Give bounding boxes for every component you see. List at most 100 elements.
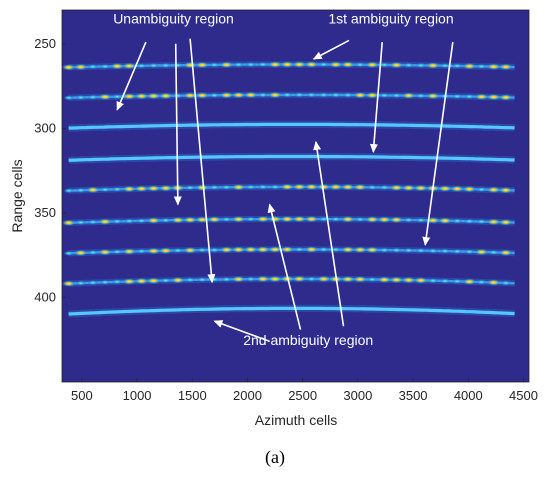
band-spot xyxy=(353,92,368,99)
band-spot xyxy=(280,61,295,68)
band-spot xyxy=(488,249,500,255)
band-spot xyxy=(451,248,463,254)
annotation-arrow xyxy=(213,320,270,343)
annotation-label: 2nd ambiguity region xyxy=(243,332,373,348)
band-spot xyxy=(366,184,378,190)
band-spot xyxy=(340,246,355,253)
band-spot xyxy=(160,62,172,68)
band-spot xyxy=(292,183,307,191)
band-spot xyxy=(172,62,184,68)
band-spot xyxy=(134,93,149,100)
band-spot xyxy=(486,93,501,101)
band-spot xyxy=(304,215,319,223)
band-spot xyxy=(183,61,198,69)
band-spot xyxy=(378,247,390,253)
y-tick-label: 400 xyxy=(34,289,56,304)
y-axis-ticks: 250 300 350 400 xyxy=(34,36,66,304)
band-spot xyxy=(340,276,355,283)
band-spot xyxy=(269,184,281,190)
band-spot xyxy=(184,185,196,191)
band-spot xyxy=(451,93,463,99)
plot-frame xyxy=(61,9,530,383)
figure-caption: (a) xyxy=(265,447,285,468)
band-spot xyxy=(353,276,368,283)
band-spot xyxy=(413,277,428,284)
band-spot xyxy=(122,278,137,285)
band-spot xyxy=(87,219,99,225)
band-spot xyxy=(391,92,402,99)
band-spot xyxy=(158,247,173,254)
band-spot xyxy=(451,278,463,284)
band-spot xyxy=(462,62,477,70)
band-spot xyxy=(474,248,489,256)
x-tick-label: 1000 xyxy=(123,388,152,403)
band-spot xyxy=(280,215,295,223)
band-spot xyxy=(245,62,257,68)
band-spot xyxy=(75,187,87,193)
band-spot xyxy=(257,184,269,190)
band-spot xyxy=(219,92,234,99)
band-spot xyxy=(415,248,427,254)
band-spot xyxy=(183,92,198,99)
band-spot xyxy=(172,247,184,254)
band-spot xyxy=(451,63,463,69)
band-spot xyxy=(122,185,137,193)
heatmap-bands xyxy=(62,61,515,318)
band-spot xyxy=(427,278,439,284)
band-spot xyxy=(330,92,342,98)
y-tick-label: 300 xyxy=(34,120,56,135)
band-spot xyxy=(389,276,404,284)
band-spot xyxy=(208,92,220,98)
band-spot xyxy=(87,280,99,286)
band-spot xyxy=(111,218,123,224)
annotation-arrow xyxy=(422,41,454,246)
band-spot xyxy=(292,61,307,68)
band-spot xyxy=(231,276,246,283)
band-spot xyxy=(208,247,220,253)
band-spot xyxy=(377,216,392,223)
band-spot xyxy=(403,62,415,68)
band-spot xyxy=(111,186,123,192)
band-spot xyxy=(340,183,355,191)
band-spot xyxy=(146,92,161,100)
band-spot xyxy=(415,93,427,99)
band-spot xyxy=(219,246,234,253)
band-spot xyxy=(257,61,269,68)
band-spot xyxy=(75,94,87,101)
band-spot xyxy=(75,219,87,225)
annotation-label: 1st ambiguity region xyxy=(328,11,453,27)
band-spot xyxy=(462,185,477,193)
band-spot xyxy=(268,61,283,68)
band-spot xyxy=(304,246,319,253)
band-spot xyxy=(123,218,135,224)
band-spot xyxy=(354,62,366,68)
band-spot xyxy=(438,217,453,224)
band-spot xyxy=(85,186,100,194)
band-spot xyxy=(184,277,196,283)
band-spot xyxy=(158,185,173,192)
band-spot xyxy=(183,247,198,254)
band-spot xyxy=(463,218,475,224)
band-spot xyxy=(245,216,257,222)
x-tick-label: 2500 xyxy=(288,388,317,403)
band-spot xyxy=(208,276,220,283)
band-spot xyxy=(196,247,208,253)
band-spot xyxy=(318,216,330,222)
band-spot xyxy=(195,61,210,69)
annotation-arrow xyxy=(313,140,345,327)
band-spot xyxy=(98,249,113,256)
band-spot xyxy=(365,216,380,223)
annotation-arrow xyxy=(267,203,302,330)
band-spot xyxy=(451,218,463,224)
band-spot xyxy=(122,62,137,70)
band-spot xyxy=(365,92,380,99)
band-spot xyxy=(134,185,149,192)
band-spot xyxy=(292,275,307,283)
band-spot xyxy=(136,248,147,254)
band-spot xyxy=(208,184,220,190)
band-spot xyxy=(208,62,220,68)
band-spot xyxy=(462,278,477,285)
band-spot xyxy=(401,92,416,99)
band-spot xyxy=(245,184,257,190)
band-spot xyxy=(463,94,475,100)
